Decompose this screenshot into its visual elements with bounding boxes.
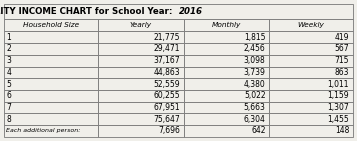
Text: 1: 1: [6, 33, 11, 42]
Text: 7,696: 7,696: [158, 126, 180, 135]
Text: 1,455: 1,455: [327, 115, 349, 124]
Text: 2016: 2016: [178, 7, 202, 16]
Text: Yearly: Yearly: [130, 22, 152, 28]
Text: Weekly: Weekly: [297, 22, 325, 28]
Text: 7: 7: [6, 103, 11, 112]
Bar: [99, 43, 184, 55]
Bar: [184, 43, 269, 55]
Bar: [99, 113, 184, 125]
Bar: [4, 78, 99, 90]
Text: 3,739: 3,739: [243, 68, 266, 77]
Text: 642: 642: [251, 126, 266, 135]
Bar: [4, 67, 99, 78]
Text: 6,304: 6,304: [243, 115, 266, 124]
Bar: [184, 102, 269, 113]
Bar: [269, 102, 353, 113]
Text: 60,255: 60,255: [154, 91, 180, 100]
Text: 5,663: 5,663: [243, 103, 266, 112]
Bar: [184, 31, 269, 43]
Bar: [4, 90, 99, 102]
Text: 4: 4: [6, 68, 11, 77]
Text: 3: 3: [6, 56, 11, 65]
Bar: [184, 125, 269, 137]
Text: 715: 715: [335, 56, 349, 65]
Text: 3,098: 3,098: [244, 56, 266, 65]
Bar: [4, 55, 99, 67]
Text: 419: 419: [335, 33, 349, 42]
Bar: [269, 78, 353, 90]
Bar: [99, 31, 184, 43]
Text: 21,775: 21,775: [154, 33, 180, 42]
Text: 75,647: 75,647: [154, 115, 180, 124]
Bar: [269, 67, 353, 78]
Bar: [269, 43, 353, 55]
Bar: [184, 78, 269, 90]
Text: 6: 6: [6, 91, 11, 100]
Bar: [99, 67, 184, 78]
Bar: [99, 102, 184, 113]
Text: Household Size: Household Size: [23, 22, 79, 28]
Bar: [184, 19, 269, 31]
Text: 1,159: 1,159: [327, 91, 349, 100]
Bar: [184, 113, 269, 125]
Text: 1,011: 1,011: [328, 80, 349, 89]
Bar: [184, 90, 269, 102]
Text: 8: 8: [6, 115, 11, 124]
Bar: [99, 78, 184, 90]
Bar: [4, 43, 99, 55]
Text: 37,167: 37,167: [154, 56, 180, 65]
Bar: [99, 90, 184, 102]
Text: Each additional person:: Each additional person:: [6, 128, 81, 133]
Text: 2: 2: [6, 44, 11, 53]
Text: 4,380: 4,380: [244, 80, 266, 89]
Text: 5: 5: [6, 80, 11, 89]
Bar: [99, 19, 184, 31]
Text: 29,471: 29,471: [154, 44, 180, 53]
Bar: [4, 102, 99, 113]
Bar: [269, 125, 353, 137]
Bar: [4, 31, 99, 43]
Bar: [269, 31, 353, 43]
Text: 863: 863: [335, 68, 349, 77]
Bar: [99, 125, 184, 137]
Text: 2,456: 2,456: [244, 44, 266, 53]
Text: 1,815: 1,815: [244, 33, 266, 42]
Text: 67,951: 67,951: [154, 103, 180, 112]
Bar: [99, 55, 184, 67]
Bar: [184, 55, 269, 67]
Bar: [269, 90, 353, 102]
Bar: [269, 113, 353, 125]
Bar: [184, 67, 269, 78]
Text: 52,559: 52,559: [154, 80, 180, 89]
Text: 5,022: 5,022: [244, 91, 266, 100]
Text: Monthly: Monthly: [212, 22, 241, 28]
Bar: [4, 113, 99, 125]
Bar: [4, 19, 99, 31]
Bar: [269, 19, 353, 31]
Bar: [269, 55, 353, 67]
Text: FEDERAL ELIGIBILITY INCOME CHART for School Year:: FEDERAL ELIGIBILITY INCOME CHART for Sch…: [0, 7, 178, 16]
Bar: [4, 4, 353, 19]
Bar: [4, 125, 99, 137]
Text: 1,307: 1,307: [327, 103, 349, 112]
Text: 148: 148: [335, 126, 349, 135]
Text: 44,863: 44,863: [154, 68, 180, 77]
Text: 567: 567: [335, 44, 349, 53]
